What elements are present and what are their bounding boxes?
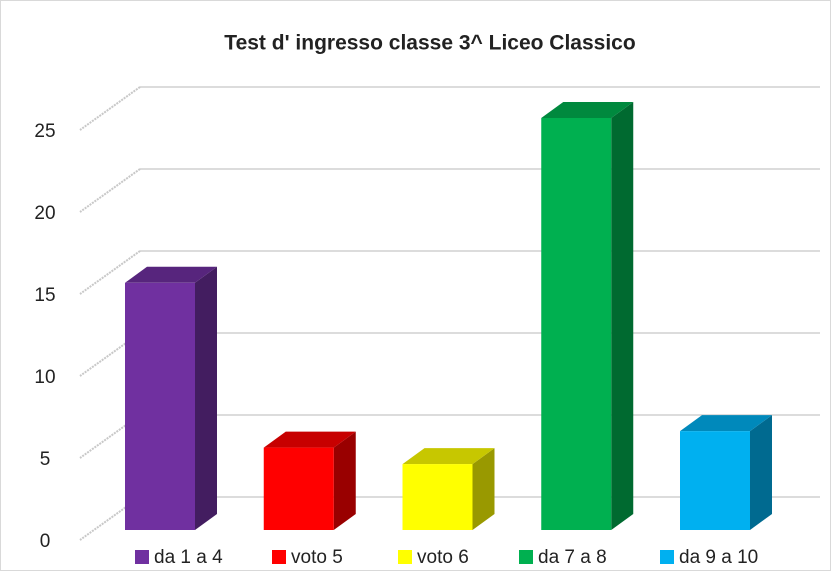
bar	[680, 431, 750, 530]
bar-top	[402, 448, 495, 465]
side-grid-line	[79, 86, 141, 131]
legend-label: da 7 a 8	[538, 547, 607, 568]
bar-side	[195, 266, 217, 530]
bar-side	[750, 415, 772, 530]
bar-top	[541, 102, 634, 118]
bar-side	[472, 448, 495, 530]
legend-swatch	[135, 550, 149, 564]
y-tick-label: 20	[34, 203, 55, 224]
bar-top	[263, 431, 356, 448]
legend-swatch	[272, 550, 286, 564]
y-tick-label: 5	[40, 449, 51, 470]
bar-top	[125, 266, 217, 283]
legend-label: voto 6	[417, 547, 469, 568]
legend-label: da 1 a 4	[154, 547, 223, 568]
y-tick-label: 15	[34, 285, 55, 306]
y-tick-label: 10	[34, 367, 55, 388]
bar-side	[333, 431, 356, 530]
legend-swatch	[660, 550, 674, 564]
side-grid-line	[79, 250, 141, 295]
bar	[541, 118, 612, 530]
legend-swatch	[519, 550, 533, 564]
y-tick-label: 0	[40, 531, 51, 552]
bar	[125, 282, 195, 530]
y-tick-label: 25	[34, 121, 55, 142]
side-grid-line	[79, 168, 141, 213]
bar-side	[611, 102, 634, 530]
legend-swatch	[398, 550, 412, 564]
legend-label: voto 5	[291, 547, 343, 568]
bar-top	[680, 415, 772, 432]
legend-label: da 9 a 10	[679, 547, 758, 568]
bar	[402, 464, 473, 530]
chart-title: Test d' ingresso classe 3^ Liceo Classic…	[224, 32, 635, 55]
bar	[263, 447, 334, 530]
